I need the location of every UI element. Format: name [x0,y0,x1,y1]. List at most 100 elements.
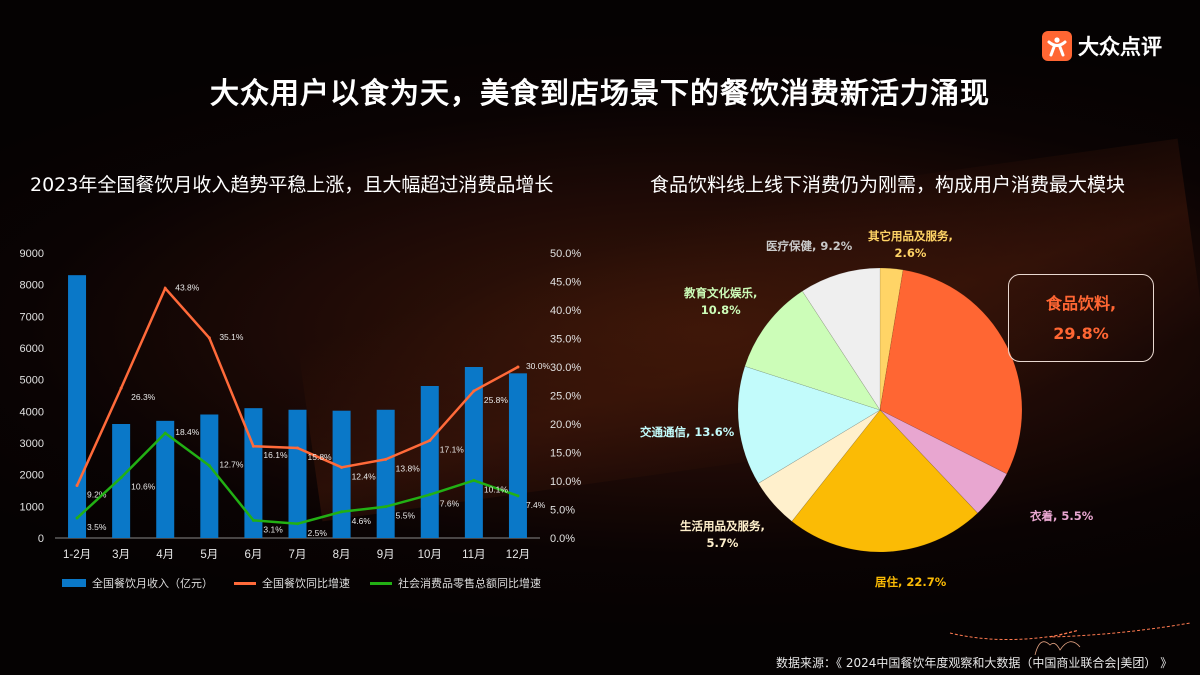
line-point [163,431,167,435]
right-axis-tick: 15.0% [550,448,581,460]
data-label: 25.8% [484,395,509,405]
slice-name: 交通通信, [640,425,691,439]
legend-swatch-bar [62,579,86,587]
x-axis-tick: 10月 [418,549,442,561]
line-point [251,518,255,522]
slice-value: 22.7% [902,575,947,589]
right-axis-tick: 20.0% [550,419,581,431]
data-label: 30.0% [526,361,551,371]
slice-name: 医疗保健, [766,239,817,253]
line-point [384,505,388,509]
data-label: 7.6% [440,499,460,509]
x-axis-tick: 7月 [289,549,307,561]
data-label: 2.5% [308,528,328,538]
line-point [119,476,123,480]
bar-revenue [332,410,351,538]
line-point [428,439,432,443]
pie-slice [801,267,881,412]
line-point [163,286,167,290]
data-label: 16.1% [263,450,288,460]
left-axis-tick: 6000 [20,343,44,355]
pie-slice-label: 生活用品及服务, 5.7% [680,518,765,552]
data-label: 15.8% [308,452,333,462]
slice-name: 教育文化娱乐, [684,286,758,300]
data-label: 4.6% [352,516,372,526]
slice-value: 10.8% [700,303,741,317]
legend-item-revenue: 全国餐饮月收入（亿元） [62,575,213,591]
data-label: 5.5% [396,511,416,521]
food-callout-value: 29.8% [1053,324,1109,343]
line-point [472,389,476,393]
pie-chart [737,267,1023,553]
pie-slice-label: 教育文化娱乐, 10.8% [684,285,757,319]
legend-item-retail-growth: 社会消费品零售总额同比增速 [370,575,541,591]
x-axis-tick: 5月 [200,549,218,561]
legend-item-catering-growth: 全国餐饮同比增速 [234,575,350,591]
dianping-person-icon [1042,31,1072,61]
line-point [251,444,255,448]
line-point [472,478,476,482]
bar-revenue [508,373,527,538]
right-axis-tick: 5.0% [550,505,575,517]
slice-value: 13.6% [690,425,735,439]
data-label: 12.7% [219,460,244,470]
bar-revenue [420,386,439,538]
right-axis-tick: 45.0% [550,277,581,289]
slice-name: 衣着, [1030,509,1058,523]
pie-slice-label: 交通通信, 13.6% [640,424,734,441]
data-label: 26.3% [131,392,156,402]
legend-label: 全国餐饮同比增速 [262,577,350,590]
line-point [428,493,432,497]
x-axis-tick: 1-2月 [63,549,91,561]
data-label: 13.8% [396,463,421,473]
left-axis-tick: 5000 [20,375,44,387]
bar-revenue [288,409,307,538]
right-axis-tick: 35.0% [550,334,581,346]
slice-name: 生活用品及服务, [680,519,765,533]
line-point [119,386,123,390]
left-axis-tick: 3000 [20,438,44,450]
data-label: 18.4% [175,427,200,437]
legend-label: 社会消费品零售总额同比增速 [398,577,541,590]
left-axis-tick: 4000 [20,406,44,418]
data-source-note: 数据来源：《 2024中国餐饮年度观察和大数据（中国商业联合会|美团） 》 [776,656,1173,670]
right-axis-tick: 0.0% [550,533,575,545]
pie-slice-label: 衣着, 5.5% [1030,508,1093,525]
right-axis-tick: 50.0% [550,248,581,260]
slice-name: 其它用品及服务, [868,229,953,243]
left-chart-subtitle: 2023年全国餐饮月收入趋势平稳上涨，且大幅超过消费品增长 [30,174,554,196]
line-point [75,484,79,488]
line-point [296,522,299,526]
pie-slice [879,409,1008,514]
x-axis-tick: 6月 [244,549,262,561]
line-point [340,465,344,469]
pie-slice-label: 医疗保健, 9.2% [766,238,852,255]
pie-slice [879,269,1023,475]
pie-slice [737,365,881,484]
line-point [207,464,211,468]
data-label: 43.8% [175,282,200,292]
x-axis-tick: 9月 [377,549,395,561]
slice-value: 5.7% [706,536,739,550]
data-label: 17.1% [440,445,465,455]
line-point [296,446,299,450]
left-axis-tick: 0 [38,533,44,545]
left-axis-tick: 7000 [20,311,44,323]
line-point [75,516,79,520]
combo-chart: 0 1000 2000 3000 4000 5000 6000 7000 8000 9000 0.0… [20,248,582,561]
bar-revenue [200,414,219,538]
left-axis-tick: 1000 [20,501,44,513]
line-point [384,457,388,461]
bar-revenue [156,420,175,538]
data-label: 12.4% [352,471,377,481]
slice-value: 9.2% [816,239,853,253]
bar-revenue [244,408,263,538]
x-axis-tick: 3月 [112,549,130,561]
right-axis-tick: 10.0% [550,476,581,488]
food-callout-label: 食品饮料, [1045,294,1117,313]
right-axis-tick: 30.0% [550,362,581,374]
pie-slice-label: 其它用品及服务, 2.6% [868,228,953,262]
slice-value: 2.6% [894,246,927,260]
slice-value: 5.5% [1057,509,1094,523]
left-axis-tick: 8000 [20,280,44,292]
